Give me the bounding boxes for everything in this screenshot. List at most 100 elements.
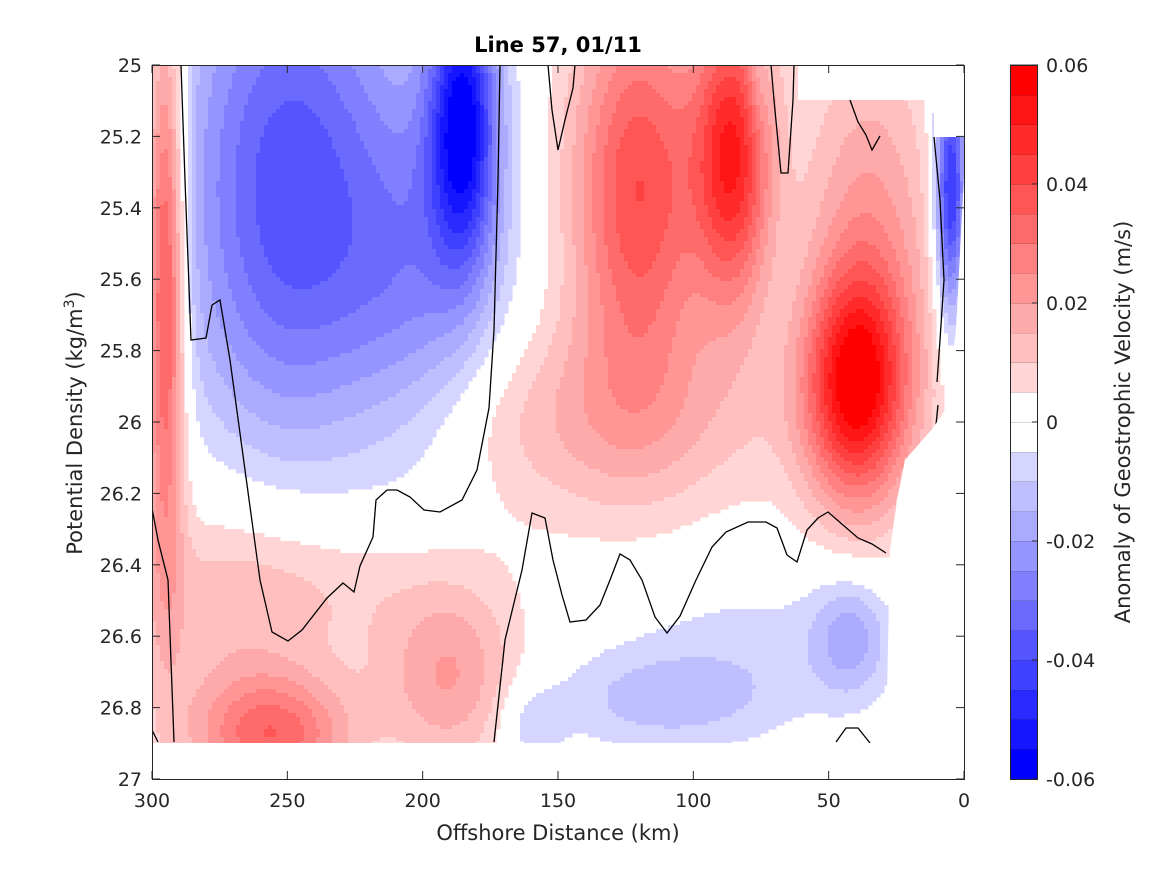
field-cell [344,81,349,86]
field-cell [592,81,597,86]
field-cell [412,85,417,90]
field-cell [588,117,593,122]
field-cell [340,125,345,130]
field-cell [776,157,781,162]
field-cell [452,117,457,122]
field-cell [160,117,165,122]
field-cell [344,121,349,126]
field-cell [236,153,241,158]
field-cell [668,117,673,122]
field-cell [816,145,821,150]
field-cell [608,113,613,118]
field-cell [756,65,761,70]
field-cell [612,129,617,134]
field-cell [256,105,261,110]
field-cell [912,153,917,158]
field-cell [720,165,725,170]
field-cell [228,105,233,110]
field-cell [340,137,345,142]
field-cell [808,133,813,138]
field-cell [156,89,161,94]
field-cell [516,161,521,166]
field-cell [864,105,869,110]
field-cell [504,77,509,82]
field-cell [228,157,233,162]
field-cell [328,81,333,86]
field-cell [280,117,285,122]
field-cell [280,105,285,110]
field-cell [624,101,629,106]
field-cell [516,149,521,154]
field-cell [152,73,157,78]
field-cell [628,117,633,122]
field-cell [436,157,441,162]
field-cell [340,97,345,102]
field-cell [616,149,621,154]
field-cell [788,113,793,118]
field-cell [208,117,213,122]
field-cell [464,121,469,126]
field-cell [676,165,681,170]
field-cell [164,117,169,122]
field-cell [316,105,321,110]
field-cell [696,73,701,78]
field-cell [672,73,677,78]
field-cell [768,141,773,146]
field-cell [756,89,761,94]
field-cell [508,141,513,146]
field-cell [872,129,877,134]
field-cell [400,93,405,98]
field-cell [332,101,337,106]
field-cell [724,93,729,98]
field-cell [432,81,437,86]
field-cell [820,161,825,166]
field-cell [700,157,705,162]
field-cell [500,165,505,170]
field-cell [824,157,829,162]
field-cell [464,89,469,94]
field-cell [300,109,305,114]
field-cell [220,117,225,122]
field-cell [396,133,401,138]
field-cell [432,65,437,70]
field-cell [320,69,325,74]
field-cell [628,165,633,170]
field-cell [912,101,917,106]
field-cell [424,73,429,78]
field-cell [308,121,313,126]
field-cell [692,109,697,114]
field-cell [372,165,377,170]
field-cell [568,121,573,126]
field-cell [556,93,561,98]
field-cell [580,77,585,82]
field-cell [424,117,429,122]
field-cell [228,129,233,134]
field-cell [752,93,757,98]
field-cell [280,137,285,142]
field-cell [316,85,321,90]
field-cell [716,65,721,70]
field-cell [472,141,477,146]
field-cell [300,153,305,158]
field-cell [564,97,569,102]
field-cell [480,129,485,134]
field-cell [732,161,737,166]
field-cell [340,153,345,158]
field-cell [420,101,425,106]
field-cell [864,113,869,118]
field-cell [736,165,741,170]
field-cell [652,121,657,126]
field-cell [480,93,485,98]
field-cell [680,141,685,146]
field-cell [716,125,721,130]
field-cell [636,153,641,158]
field-cell [176,73,181,78]
field-cell [384,149,389,154]
field-cell [916,113,921,118]
field-cell [292,149,297,154]
field-cell [644,121,649,126]
field-cell [204,69,209,74]
field-cell [156,101,161,106]
field-cell [356,73,361,78]
field-cell [172,133,177,138]
